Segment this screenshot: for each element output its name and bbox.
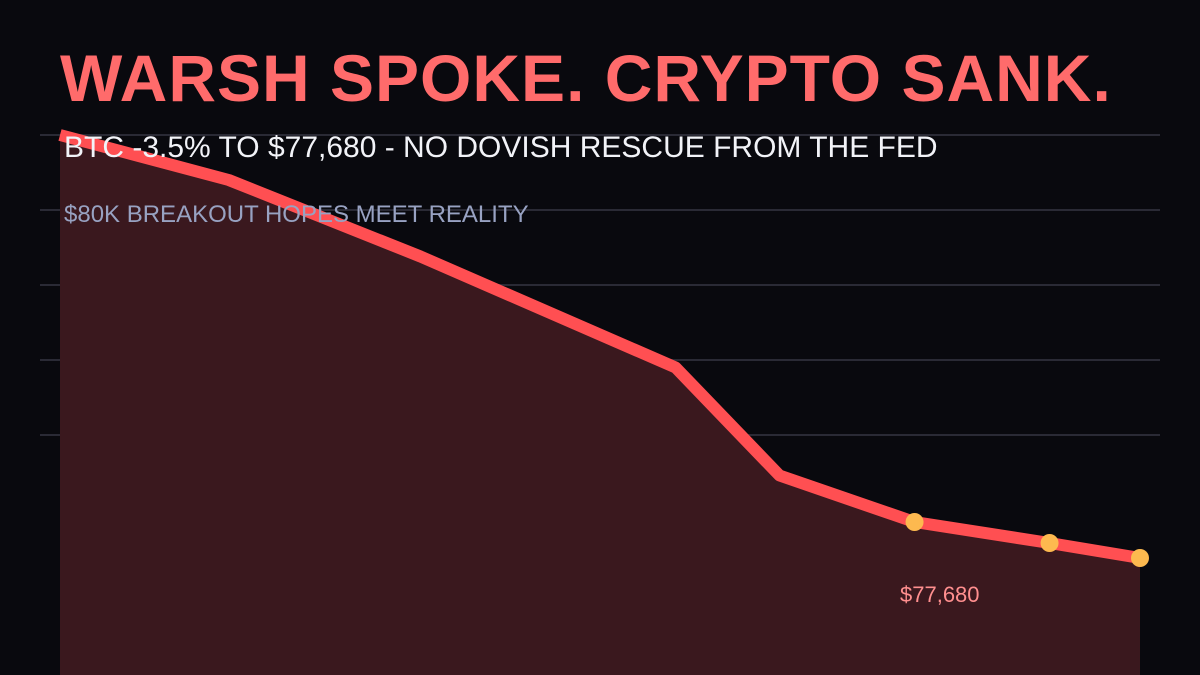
price-area-fill <box>60 135 1140 675</box>
value-label-0: $77,680 <box>900 582 980 607</box>
subtitle: BTC -3.5% TO $77,680 - NO DOVISH RESCUE … <box>64 131 938 164</box>
price-marker-6 <box>1040 534 1059 552</box>
price-markers <box>905 513 1149 567</box>
price-line <box>58 129 1141 564</box>
price-marker-5 <box>905 513 924 531</box>
price-marker-7 <box>1131 549 1149 567</box>
tagline: $80K BREAKOUT HOPES MEET REALITY <box>64 201 529 228</box>
headline: WARSH SPOKE. CRYPTO SANK. <box>60 41 1112 115</box>
value-labels: $77,680 <box>900 582 980 607</box>
